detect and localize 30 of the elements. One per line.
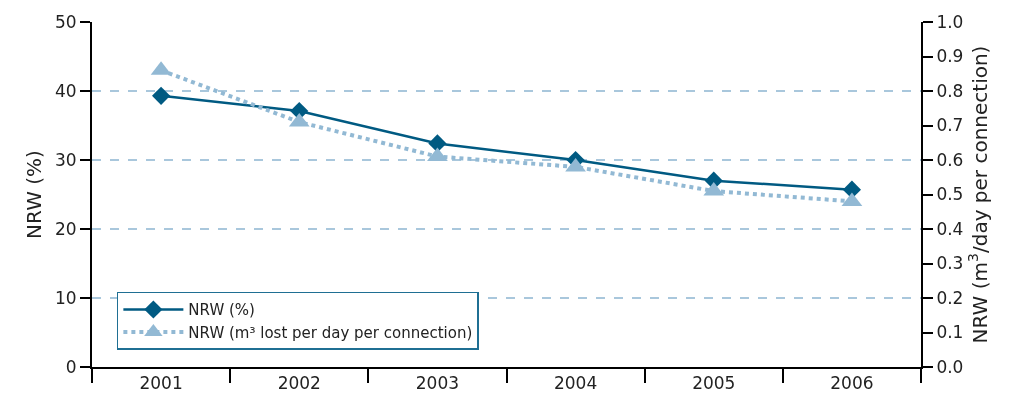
y2-tick-label: 0.2	[936, 287, 964, 308]
x-tick-label: 2006	[830, 373, 874, 394]
y2-tick-label: 0.3	[936, 253, 964, 274]
y2-tick-label: 0.0	[936, 356, 964, 377]
y-axis-title: NRW (%)	[22, 150, 46, 239]
point	[151, 86, 171, 105]
point	[428, 134, 447, 153]
y-tick-label: 50	[54, 11, 77, 32]
point	[565, 157, 586, 172]
x-tick-label: 2004	[553, 373, 598, 394]
y2-tick-label: 0.5	[936, 184, 964, 205]
y-tick-label: 10	[54, 287, 77, 308]
x-tick-label: 2001	[139, 373, 183, 394]
point	[427, 147, 448, 162]
y-tick-label: 0	[65, 356, 77, 377]
x-tick-label: 2005	[692, 373, 736, 394]
y2-tick-label: 0.1	[936, 322, 964, 343]
x-tick-label: 2003	[415, 373, 460, 394]
y-tick-label: 30	[54, 149, 77, 170]
y2-tick-label: 0.7	[936, 115, 964, 136]
y2-tick-label: 1.0	[936, 11, 964, 32]
x-tick-label: 2002	[277, 373, 321, 394]
y2-tick-label: 0.9	[936, 46, 964, 67]
y-tick-label: 20	[54, 218, 77, 239]
legend-label: NRW (%)	[188, 301, 255, 320]
y-tick-label: 40	[54, 80, 77, 101]
y2-tick-label: 0.4	[936, 218, 964, 239]
legend-label: NRW (m³ lost per day per connection)	[188, 323, 473, 342]
y2-tick-label: 0.6	[936, 149, 964, 170]
y2-tick-label: 0.8	[936, 80, 964, 101]
